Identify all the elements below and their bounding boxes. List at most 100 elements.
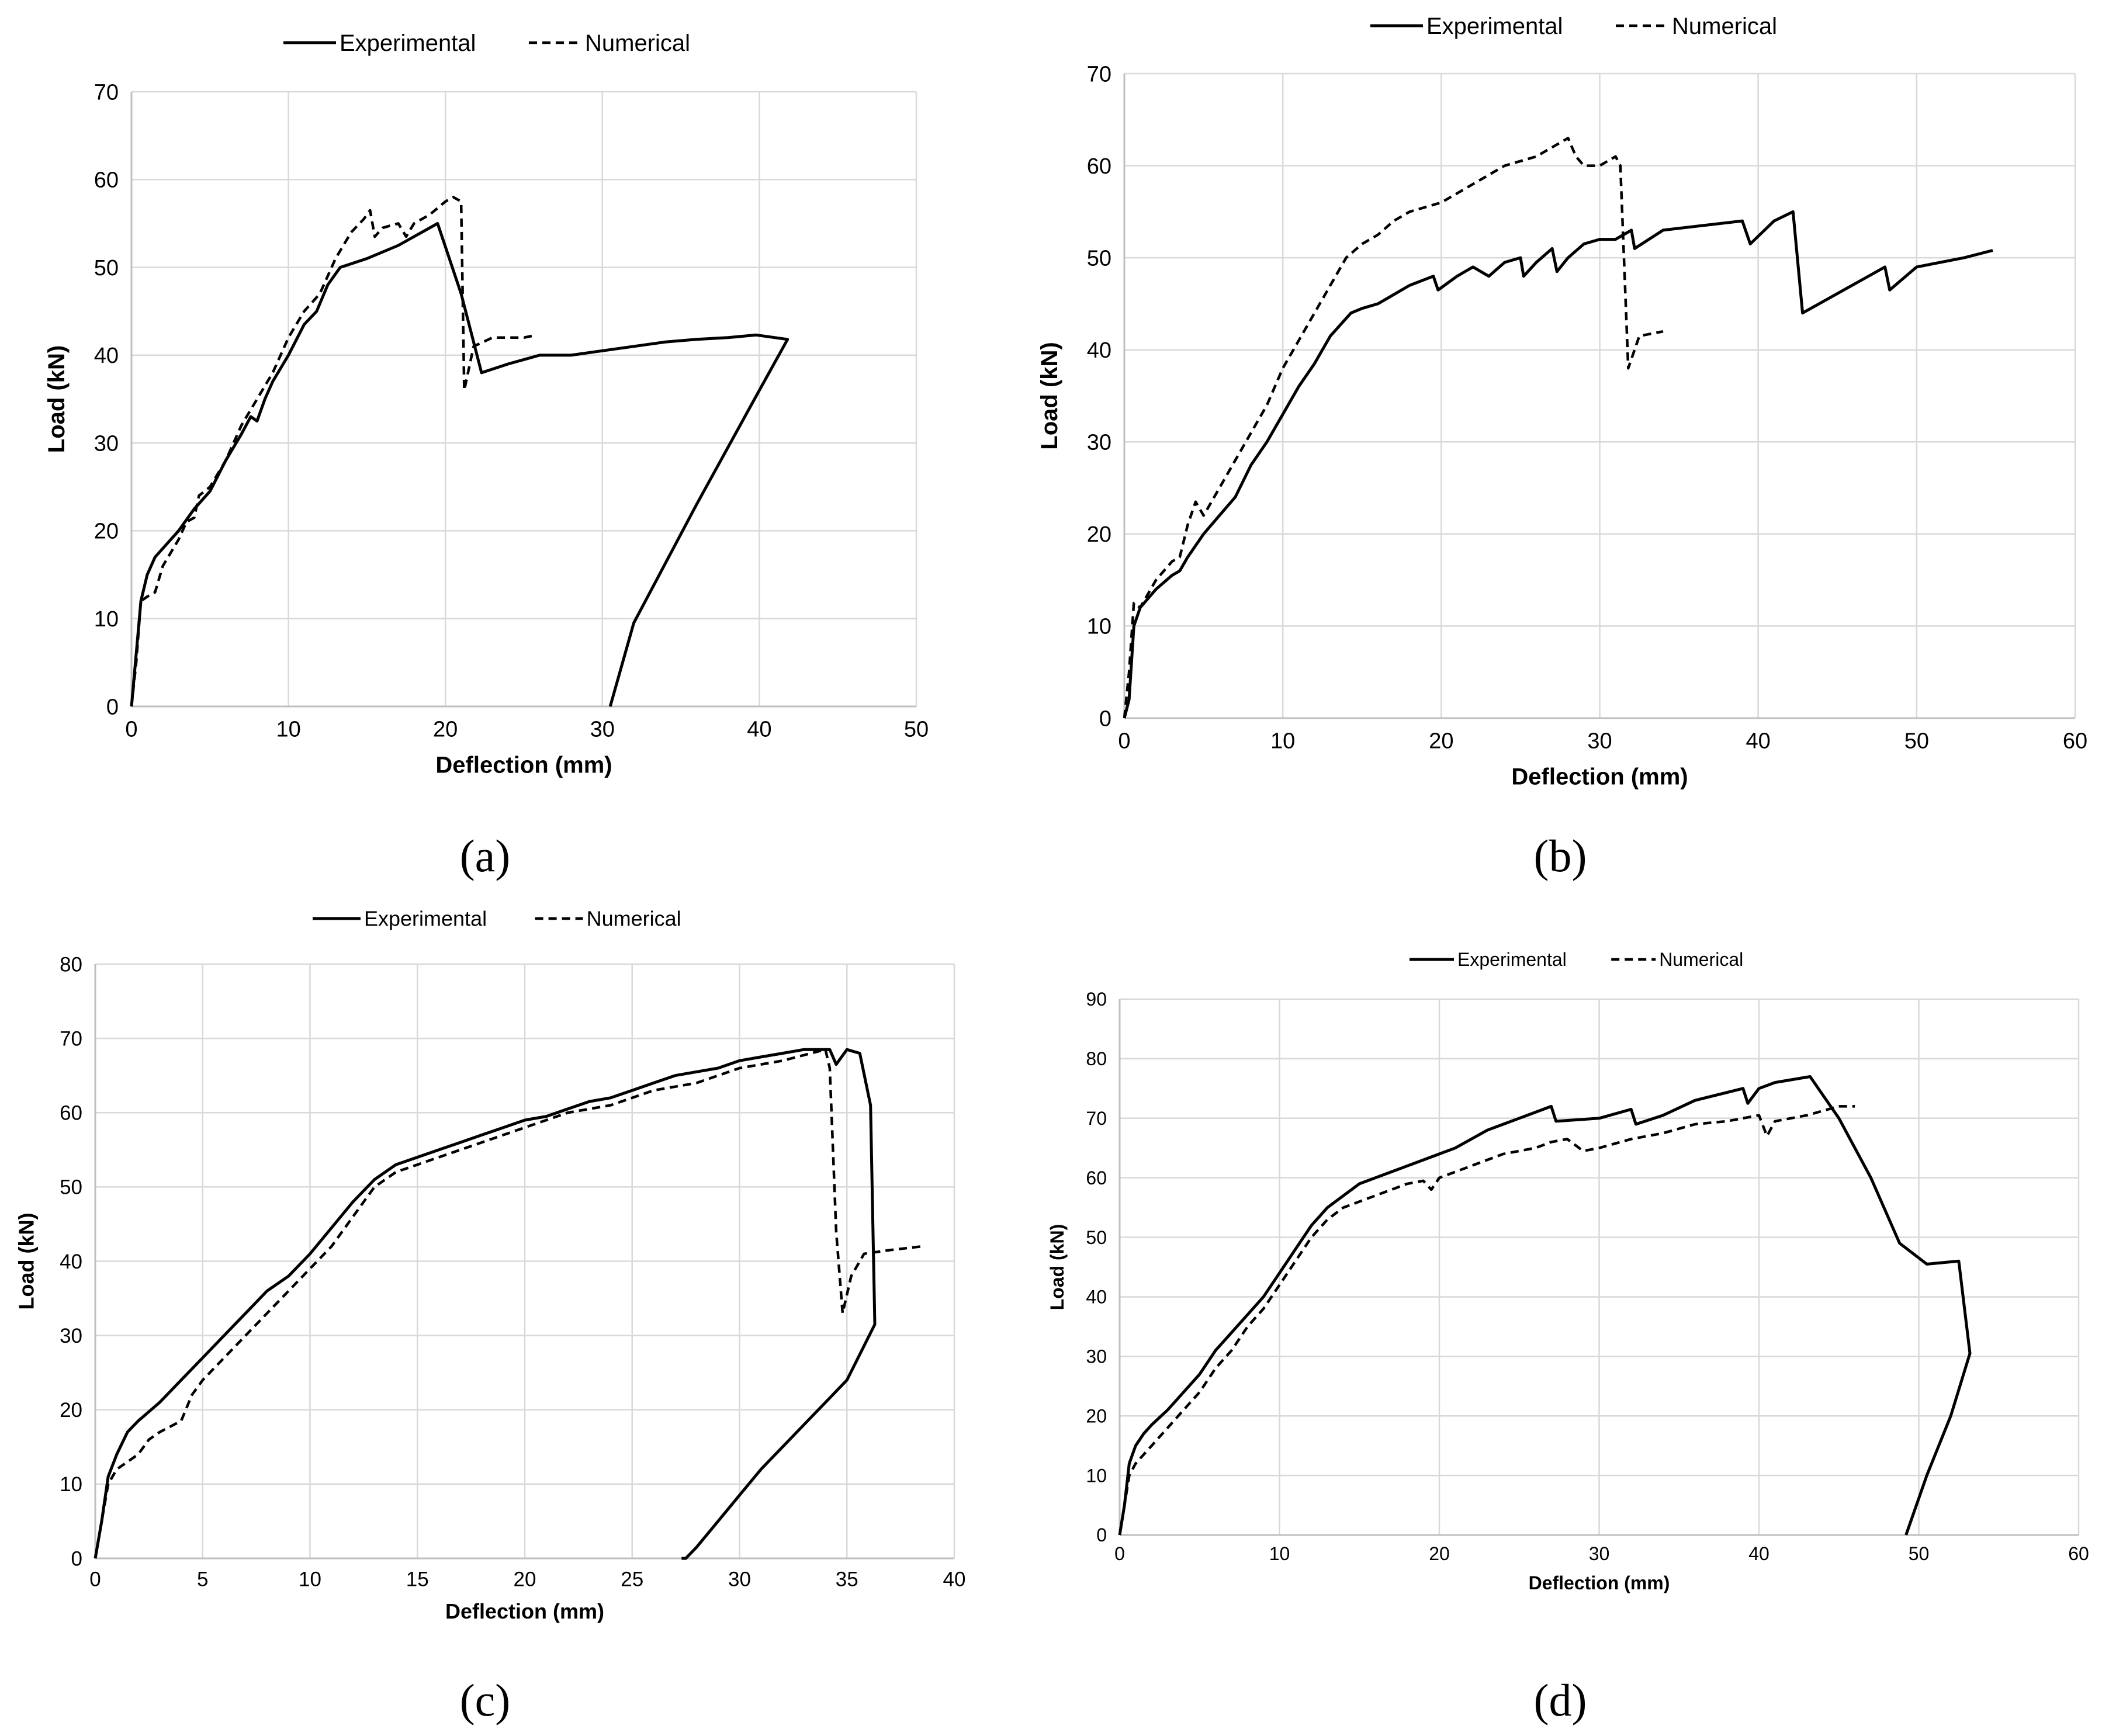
y-tick-label: 10 — [94, 607, 119, 632]
chart-caption-c: (c) — [459, 1675, 511, 1725]
y-tick-label: 40 — [94, 344, 119, 368]
y-axis-title: Load (kN) — [15, 1213, 39, 1310]
x-tick-label: 10 — [299, 1568, 321, 1591]
x-axis-title: Deflection (mm) — [435, 752, 612, 778]
y-tick-label: 10 — [1086, 1465, 1107, 1486]
y-tick-label: 30 — [1087, 431, 1111, 455]
gridlines — [131, 91, 917, 706]
y-tick-label: 10 — [60, 1473, 82, 1496]
y-tick-label: 50 — [60, 1176, 82, 1199]
chart-panel-a: 0 10 20 30 40 50 0 10 20 30 40 50 60 70 Deflection (mm… — [0, 0, 1052, 888]
y-tick-label: 60 — [60, 1102, 82, 1125]
y-tick-label: 80 — [60, 953, 82, 976]
x-tick-label: 0 — [125, 717, 137, 741]
experimental-series-line — [94, 1048, 877, 1560]
x-tick-label: 50 — [1904, 729, 1929, 753]
y-tick-label: 40 — [60, 1250, 82, 1273]
y-tick-label: 70 — [1086, 1108, 1107, 1129]
y-tick-label: 60 — [94, 168, 119, 193]
y-tick-label: 0 — [1099, 706, 1111, 731]
x-tick-label: 30 — [728, 1568, 751, 1591]
y-tick-label: 50 — [1086, 1227, 1107, 1248]
chart-panel-c: 0 5 10 15 20 25 30 35 40 0 10 20 30 40 50 60 70 80 Deflect… — [0, 888, 1052, 1736]
legend-label-numerical: Numerical — [1659, 949, 1743, 970]
chart-caption-d: (d) — [1533, 1675, 1587, 1725]
x-tick-label: 0 — [89, 1568, 101, 1591]
y-tick-label: 40 — [1086, 1287, 1107, 1308]
y-tick-label: 40 — [1087, 338, 1111, 363]
load-deflection-chart-b: 0 10 20 30 40 50 60 0 10 20 30 40 50 60 70 Deflection (… — [1037, 13, 2087, 789]
x-tick-label: 0 — [1118, 729, 1130, 753]
x-tick-label: 20 — [1429, 1543, 1450, 1564]
y-tick-label: 80 — [1086, 1048, 1107, 1069]
load-deflection-chart-c: 0 5 10 15 20 25 30 35 40 0 10 20 30 40 50 60 70 80 Deflect… — [15, 907, 966, 1623]
x-tick-label: 25 — [621, 1568, 643, 1591]
x-tick-label: 40 — [943, 1568, 966, 1591]
x-tick-label: 30 — [590, 717, 615, 741]
y-tick-label: 70 — [94, 80, 119, 105]
x-tick-label: 10 — [1270, 729, 1295, 753]
legend-label-experimental: Experimental — [364, 907, 487, 931]
x-tick-label: 40 — [1748, 1543, 1769, 1564]
y-tick-label: 0 — [106, 695, 119, 719]
y-tick-label: 20 — [60, 1399, 82, 1422]
x-tick-label: 50 — [1909, 1543, 1930, 1564]
x-tick-label: 15 — [406, 1568, 429, 1591]
legend-label-numerical: Numerical — [585, 30, 690, 56]
legend: Experimental Numerical — [1410, 949, 1743, 970]
numerical-series-line — [1118, 1105, 1855, 1536]
x-tick-label: 40 — [1746, 729, 1771, 753]
chart-panel-b: 0 10 20 30 40 50 60 0 10 20 30 40 50 60 70 Deflection (… — [1037, 0, 2102, 888]
x-tick-label: 0 — [1114, 1543, 1125, 1564]
y-axis-title: Load (kN) — [44, 345, 70, 453]
x-tick-label: 10 — [276, 717, 300, 741]
x-tick-label: 30 — [1587, 729, 1612, 753]
x-tick-label: 30 — [1589, 1543, 1610, 1564]
x-tick-label: 20 — [1429, 729, 1453, 753]
x-axis-title: Deflection (mm) — [1529, 1572, 1670, 1593]
numerical-series-line — [130, 196, 537, 707]
x-tick-label: 60 — [2063, 729, 2087, 753]
x-tick-label: 20 — [514, 1568, 536, 1591]
experimental-series-line — [1118, 1075, 1972, 1536]
x-tick-label: 60 — [2068, 1543, 2089, 1564]
legend-label-numerical: Numerical — [587, 907, 681, 931]
y-axis-title: Load (kN) — [1047, 1224, 1068, 1311]
legend: Experimental Numerical — [283, 30, 690, 56]
experimental-series-line — [130, 221, 789, 707]
numerical-series-line — [94, 1048, 923, 1559]
gridlines — [1120, 998, 2080, 1535]
x-axis-title: Deflection (mm) — [1511, 764, 1688, 789]
y-tick-label: 60 — [1087, 154, 1111, 179]
y-tick-label: 20 — [94, 519, 119, 544]
load-deflection-chart-d: 0 10 20 30 40 50 60 0 10 20 30 40 50 60 70 80 90 Deflecti… — [1047, 949, 2089, 1593]
y-tick-label: 50 — [1087, 246, 1111, 271]
chart-caption-a: (a) — [459, 830, 511, 881]
y-tick-label: 0 — [1096, 1524, 1107, 1546]
legend-label-experimental: Experimental — [1426, 13, 1563, 39]
y-axis-title: Load (kN) — [1037, 342, 1062, 449]
load-deflection-chart-a: 0 10 20 30 40 50 0 10 20 30 40 50 60 70 Deflection (mm… — [44, 30, 929, 778]
chart-caption-b: (b) — [1533, 830, 1587, 881]
x-tick-label: 5 — [197, 1568, 208, 1591]
x-tick-label: 10 — [1269, 1543, 1290, 1564]
x-tick-label: 40 — [747, 717, 771, 741]
legend: Experimental Numerical — [1370, 13, 1777, 39]
y-tick-label: 70 — [60, 1027, 82, 1050]
x-tick-label: 35 — [836, 1568, 858, 1591]
gridlines — [95, 963, 955, 1558]
numerical-series-line — [1123, 137, 1664, 719]
x-axis-title: Deflection (mm) — [445, 1599, 604, 1623]
y-tick-label: 30 — [94, 431, 119, 456]
y-tick-label: 30 — [60, 1325, 82, 1347]
y-tick-label: 30 — [1086, 1346, 1107, 1367]
y-tick-label: 10 — [1087, 615, 1111, 639]
y-tick-label: 50 — [94, 256, 119, 280]
y-tick-label: 90 — [1086, 989, 1107, 1010]
y-tick-label: 0 — [71, 1547, 82, 1570]
chart-panel-d: 0 10 20 30 40 50 60 0 10 20 30 40 50 60 70 80 90 Deflecti… — [1047, 888, 2102, 1736]
y-tick-label: 20 — [1086, 1405, 1107, 1426]
y-tick-label: 60 — [1086, 1167, 1107, 1188]
gridlines — [1124, 72, 2076, 718]
y-tick-label: 20 — [1087, 522, 1111, 547]
